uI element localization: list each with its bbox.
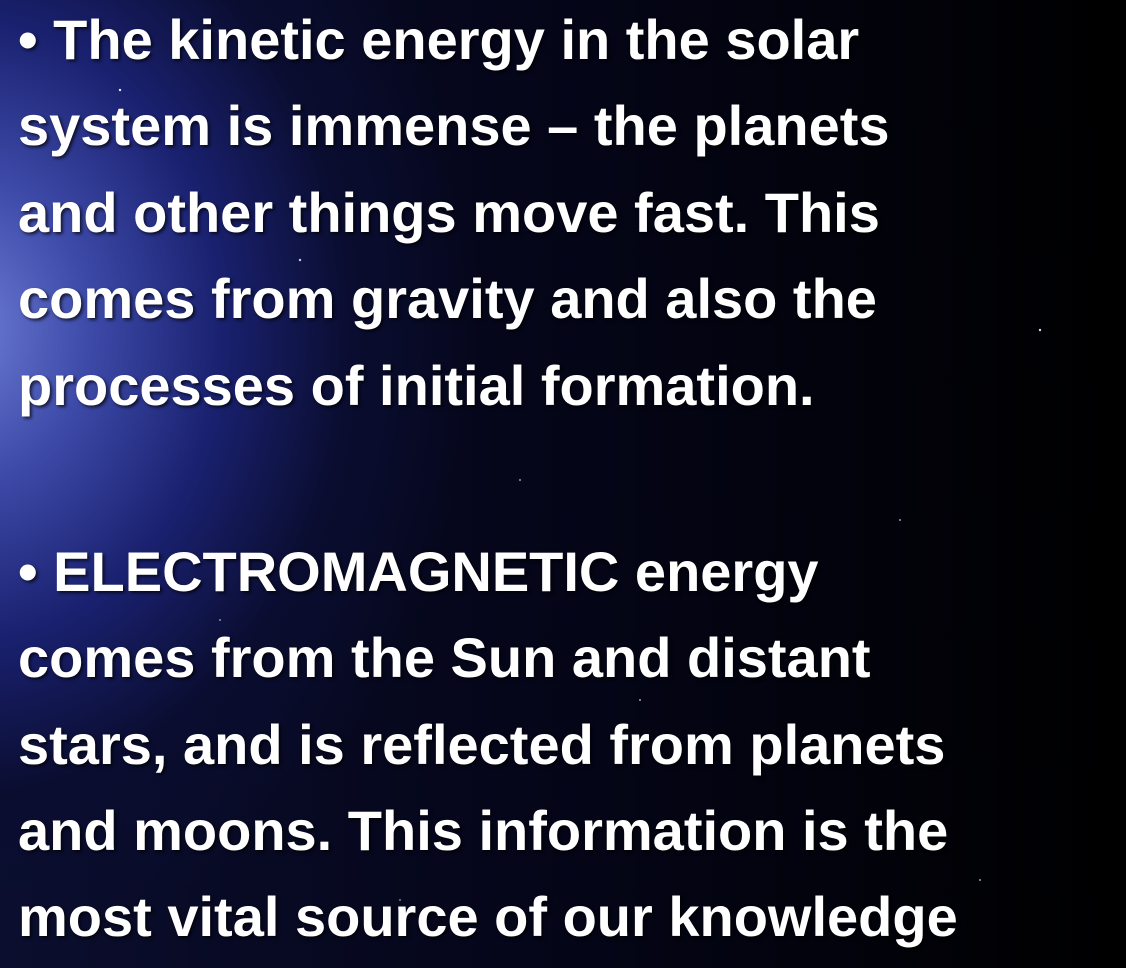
text-line: processes of initial formation. xyxy=(18,343,815,429)
slide: • The kinetic energy in the solarsystem … xyxy=(0,0,1126,968)
text-line: most vital source of our knowledge xyxy=(18,874,958,960)
text-line: system is immense – the planets xyxy=(18,83,890,169)
text-line: and other things move fast. This xyxy=(18,170,880,256)
text-line: • The kinetic energy in the solar xyxy=(18,0,859,83)
text-line: comes from the Sun and distant xyxy=(18,615,871,701)
text-line: • ELECTROMAGNETIC energy xyxy=(18,529,819,615)
text-line: and moons. This information is the xyxy=(18,788,948,874)
text-line: stars, and is reflected from planets xyxy=(18,702,945,788)
text-line: comes from gravity and also the xyxy=(18,256,877,342)
